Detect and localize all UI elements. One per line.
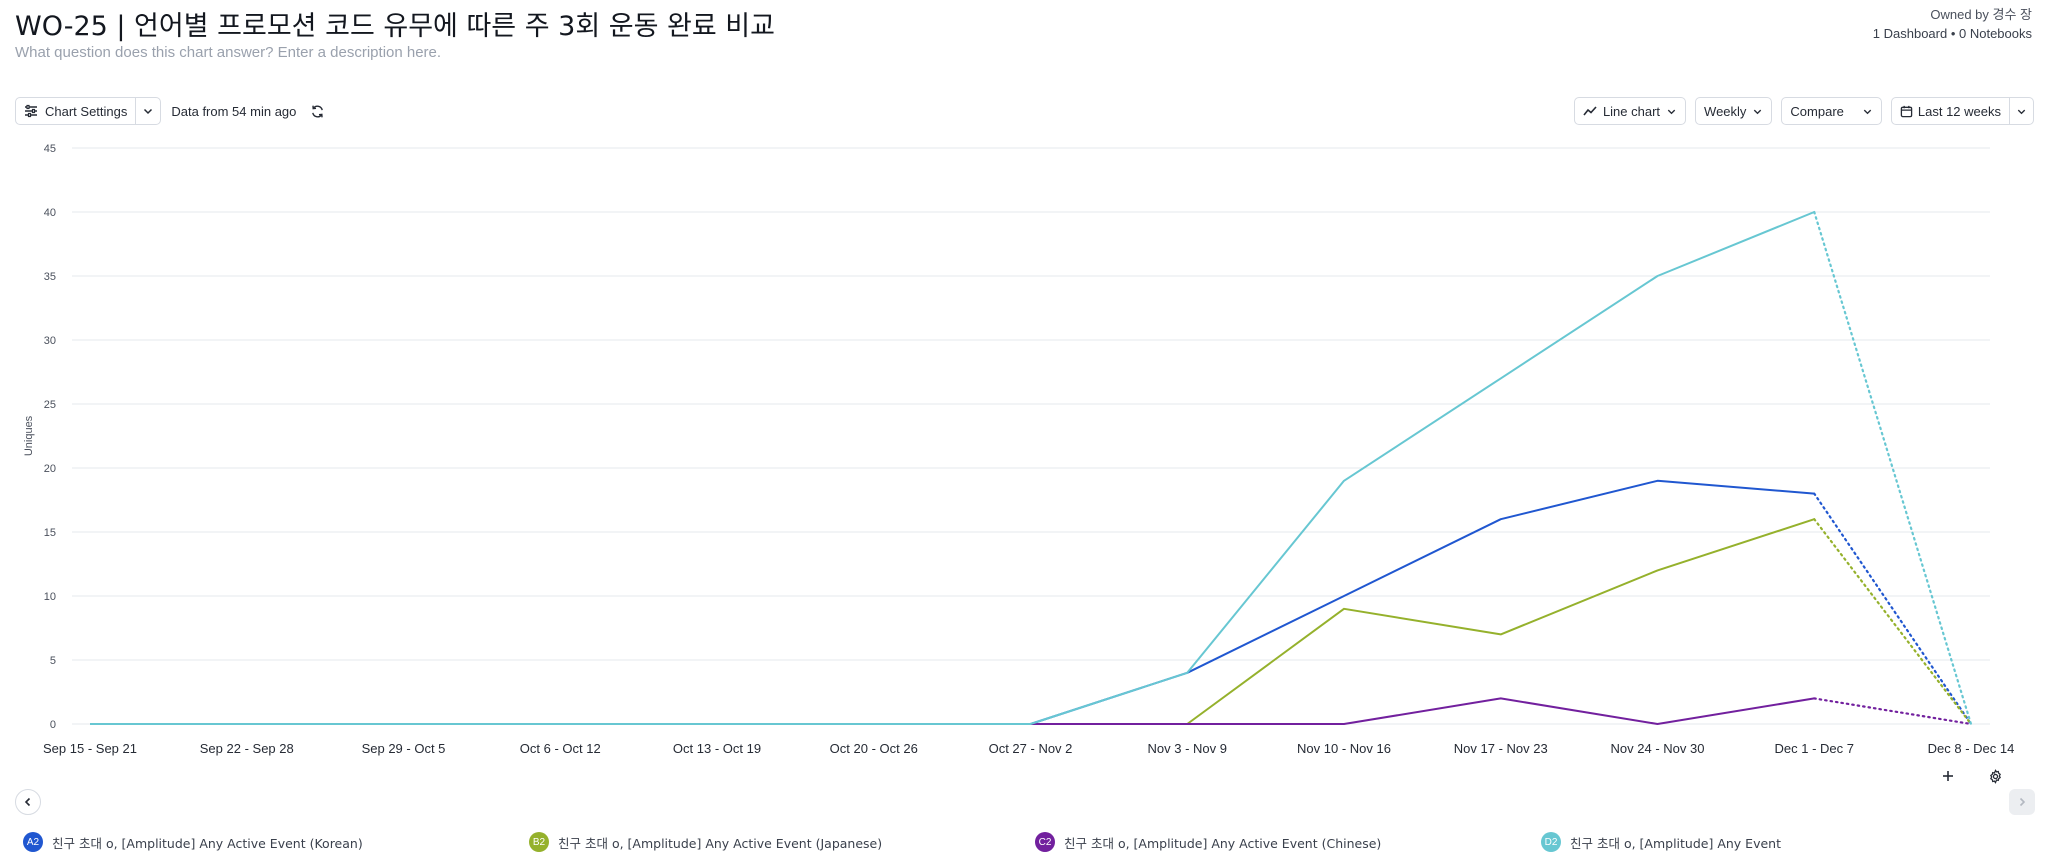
scroll-right-button[interactable]: [2009, 789, 2035, 815]
series-line-incomplete-chinese[interactable]: [1813, 697, 1973, 726]
legend-label: 친구 초대 o, [Amplitude] Any Active Event (C…: [1064, 835, 1382, 851]
y-tick-label: 15: [44, 527, 56, 539]
x-tick-label: Sep 22 - Sep 28: [200, 741, 294, 756]
series-line-any[interactable]: [90, 211, 1815, 725]
interval-dropdown[interactable]: Weekly: [1695, 97, 1773, 125]
chart-settings-main[interactable]: Chart Settings: [16, 98, 135, 124]
legend-item-korean[interactable]: A2 친구 초대 o, [Amplitude] Any Active Event…: [23, 832, 363, 852]
series-badge-d2: D2: [1541, 832, 1561, 852]
chart-gear-button[interactable]: [1982, 763, 2008, 789]
y-tick-label: 25: [44, 399, 56, 411]
chart-settings-label: Chart Settings: [45, 103, 128, 119]
series-any[interactable]: [90, 210, 1973, 726]
series-line-japanese[interactable]: [90, 518, 1815, 725]
plus-icon: [1943, 771, 1953, 781]
line-chart[interactable]: 0 5 10 15 20 25 30 35 40 45 Sep 15 - Sep 21 Sep 22…: [0, 0, 2048, 780]
y-tick-label: 40: [44, 207, 56, 219]
owner-info: Owned by 경수 장 1 Dashboard • 0 Notebooks: [1873, 5, 2032, 43]
x-tick-label: Oct 13 - Oct 19: [673, 741, 761, 756]
series-japanese[interactable]: [90, 518, 1973, 726]
y-tick-label: 35: [44, 271, 56, 283]
y-tick-label: 5: [50, 655, 56, 667]
scroll-left-button[interactable]: [15, 789, 41, 815]
y-tick-label: 45: [44, 143, 56, 155]
series-badge-a2: A2: [23, 832, 43, 852]
chevron-right-icon: [2019, 797, 2026, 807]
toolbar-left: Chart Settings Data from 54 min ago: [15, 97, 325, 125]
usage-summary[interactable]: 1 Dashboard • 0 Notebooks: [1872, 26, 2032, 41]
line-chart-icon: [1583, 106, 1597, 116]
toolbar-right: Line chart Weekly Compare Last 12 weeks: [1573, 97, 2034, 125]
x-tick-label: Nov 17 - Nov 23: [1454, 741, 1548, 756]
chart-legend: A2 친구 초대 o, [Amplitude] Any Active Event…: [0, 832, 2048, 856]
refresh-button[interactable]: [310, 104, 325, 119]
series-badge-c2: C2: [1035, 832, 1055, 852]
legend-item-japanese[interactable]: B2 친구 초대 o, [Amplitude] Any Active Event…: [529, 832, 882, 852]
x-tick-label: Nov 10 - Nov 16: [1297, 741, 1391, 756]
y-tick-label: 10: [44, 591, 56, 603]
x-tick-label: Nov 3 - Nov 9: [1148, 741, 1227, 756]
x-tick-label: Oct 27 - Nov 2: [989, 741, 1073, 756]
gear-icon: [1989, 768, 2001, 784]
data-freshness-text: Data from 54 min ago: [171, 103, 297, 119]
legend-label: 친구 초대 o, [Amplitude] Any Event: [1570, 835, 1781, 851]
chevron-down-icon: [1667, 109, 1676, 114]
page-title[interactable]: WO-25 | 언어별 프로모션 코드 유무에 따른 주 3회 운동 완료 비교: [15, 11, 775, 42]
x-tick-label: Sep 29 - Oct 5: [362, 741, 446, 756]
series-line-incomplete-korean[interactable]: [1813, 492, 1973, 726]
owner-label[interactable]: Owned by 경수 장: [1930, 7, 2032, 22]
chevron-down-icon: [144, 108, 153, 115]
chart-type-label: Line chart: [1602, 103, 1661, 119]
x-tick-label: Dec 8 - Dec 14: [1928, 741, 2015, 756]
chevron-left-icon: [24, 797, 31, 807]
x-tick-label: Dec 1 - Dec 7: [1775, 741, 1854, 756]
y-axis-label: Uniques: [23, 415, 35, 456]
legend-item-any[interactable]: D2 친구 초대 o, [Amplitude] Any Event: [1541, 832, 1781, 852]
date-range-dropdown[interactable]: [2009, 98, 2033, 124]
chart-settings-button[interactable]: Chart Settings: [15, 97, 162, 125]
interval-label: Weekly: [1704, 103, 1747, 119]
y-tick-label: 20: [44, 463, 56, 475]
sliders-icon: [25, 104, 37, 118]
chevron-down-icon: [1754, 109, 1762, 114]
chevron-down-icon: [2017, 109, 2026, 114]
legend-label: 친구 초대 o, [Amplitude] Any Active Event (J…: [558, 835, 883, 851]
legend-item-chinese[interactable]: C2 친구 초대 o, [Amplitude] Any Active Event…: [1035, 832, 1381, 852]
x-tick-label: Oct 6 - Oct 12: [520, 741, 601, 756]
chart-type-dropdown[interactable]: Line chart: [1573, 97, 1687, 125]
series-line-incomplete-japanese[interactable]: [1813, 518, 1973, 726]
chevron-down-icon: [1863, 109, 1872, 114]
add-annotation-button[interactable]: [1935, 763, 1961, 789]
y-tick-label: 30: [44, 335, 56, 347]
compare-label: Compare: [1790, 103, 1844, 119]
series-chinese[interactable]: [90, 697, 1973, 726]
x-tick-label: Nov 24 - Nov 30: [1611, 741, 1705, 756]
date-range-main[interactable]: Last 12 weeks: [1892, 98, 2009, 124]
chart-settings-dropdown[interactable]: [135, 98, 160, 124]
series-badge-b2: B2: [529, 832, 549, 852]
x-tick-label: Sep 15 - Sep 21: [43, 741, 137, 756]
chart-grid: [72, 147, 1990, 725]
x-tick-label: Oct 20 - Oct 26: [830, 741, 918, 756]
date-range-picker[interactable]: Last 12 weeks: [1890, 97, 2034, 125]
legend-label: 친구 초대 o, [Amplitude] Any Active Event (K…: [52, 835, 363, 851]
chart-series[interactable]: [90, 210, 1973, 726]
refresh-icon: [312, 104, 324, 118]
series-line-incomplete-any[interactable]: [1813, 210, 1973, 726]
compare-dropdown[interactable]: Compare: [1781, 97, 1882, 125]
series-line-korean[interactable]: [90, 479, 1815, 725]
y-tick-label: 0: [50, 719, 56, 731]
x-axis-ticks: Sep 15 - Sep 21 Sep 22 - Sep 28 Sep 29 - O…: [43, 741, 2014, 756]
series-korean[interactable]: [90, 479, 1973, 726]
series-line-chinese[interactable]: [90, 697, 1815, 725]
date-range-label: Last 12 weeks: [1917, 103, 2001, 119]
calendar-icon: [1900, 105, 1913, 117]
chart-description-input[interactable]: What question does this chart answer? En…: [15, 44, 442, 61]
y-axis-ticks: 0 5 10 15 20 25 30 35 40 45: [44, 143, 56, 731]
